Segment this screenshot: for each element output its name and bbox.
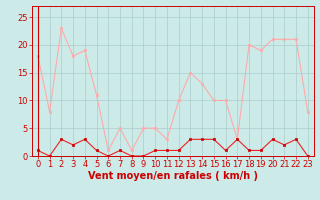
X-axis label: Vent moyen/en rafales ( km/h ): Vent moyen/en rafales ( km/h ) — [88, 171, 258, 181]
